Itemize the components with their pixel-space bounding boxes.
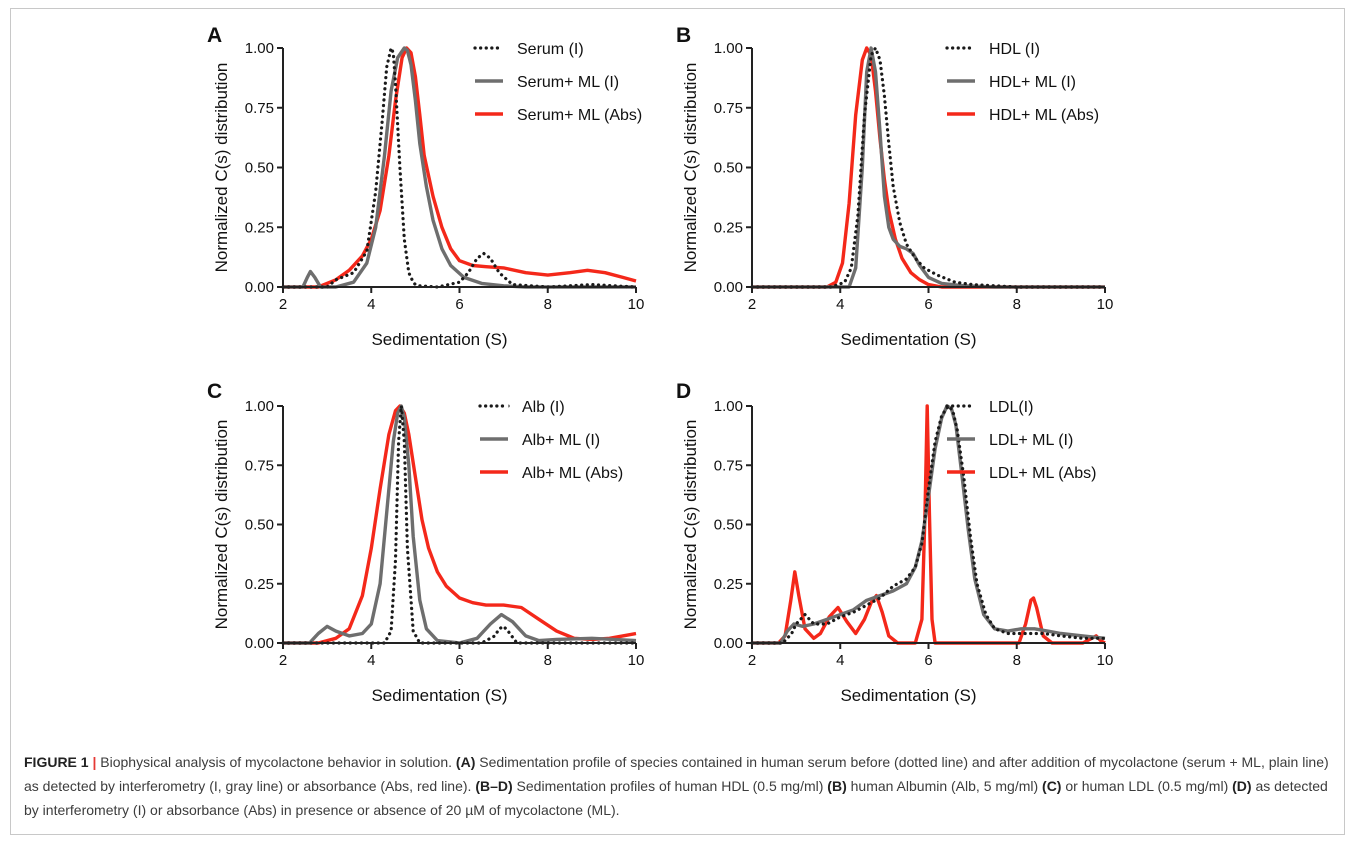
caption-text: Biophysical analysis of mycolactone beha… xyxy=(96,754,456,770)
y-tick-label: 1.00 xyxy=(245,40,274,57)
y-tick-label: 0.50 xyxy=(245,160,274,177)
legend-label: Alb+ ML (I) xyxy=(522,432,600,449)
x-axis-label: Sedimentation (S) xyxy=(840,686,976,705)
y-tick-label: 0.50 xyxy=(714,160,743,177)
figure-frame xyxy=(10,8,1345,835)
caption-text: Sedimentation profile of species contain… xyxy=(24,754,1329,794)
x-tick-label: 4 xyxy=(836,296,844,313)
chart-panel-c: C 2 4 6 8 10 0.00 0.25 0.50 0.75 1.00 Sedimentation… xyxy=(207,380,644,705)
figure-panels: A 2 4 6 8 10 0.00 0.25 0.50 0.75 1.00 Sedimentation… xyxy=(207,24,1113,705)
caption-text: Sedimentation profiles of human HDL (0.5… xyxy=(512,778,828,794)
y-tick-label: 0.75 xyxy=(245,100,274,117)
y-axis-label: Normalized C(s) distribution xyxy=(681,63,700,273)
x-tick-label: 6 xyxy=(455,652,463,669)
chart-panel-a: A 2 4 6 8 10 0.00 0.25 0.50 0.75 1.00 Sedimentation… xyxy=(207,24,644,349)
x-axis-label: Sedimentation (S) xyxy=(840,330,976,349)
y-tick-label: 0.00 xyxy=(714,279,743,296)
x-tick-label: 6 xyxy=(455,296,463,313)
figure-caption: FIGURE 1 | Biophysical analysis of mycol… xyxy=(24,750,1334,822)
legend-label: Alb (I) xyxy=(522,399,565,416)
caption-panel-ref: (A) xyxy=(455,754,476,770)
y-tick-label: 0.25 xyxy=(245,219,274,236)
y-tick-label: 0.00 xyxy=(245,279,274,296)
panel-label: C xyxy=(207,380,222,403)
caption-panel-ref: (B–D) xyxy=(475,778,513,794)
legend-label: LDL+ ML (I) xyxy=(989,432,1073,449)
series-line xyxy=(750,46,1107,289)
x-tick-label: 10 xyxy=(1097,652,1114,669)
legend-label: HDL (I) xyxy=(989,41,1040,58)
series-line xyxy=(283,404,637,645)
x-tick-label: 8 xyxy=(544,652,552,669)
y-tick-label: 0.00 xyxy=(245,635,274,652)
x-tick-label: 4 xyxy=(367,296,375,313)
panel-label: B xyxy=(676,24,691,47)
y-axis-label: Normalized C(s) distribution xyxy=(212,420,231,630)
caption-panel-ref: (B) xyxy=(827,778,847,794)
y-tick-label: 0.25 xyxy=(245,576,274,593)
x-axis-label: Sedimentation (S) xyxy=(371,330,507,349)
x-tick-label: 2 xyxy=(748,296,756,313)
legend-label: Serum (I) xyxy=(517,41,584,58)
y-tick-label: 0.25 xyxy=(714,219,743,236)
y-tick-label: 0.75 xyxy=(714,100,743,117)
legend-label: Serum+ ML (I) xyxy=(517,74,619,91)
y-tick-label: 1.00 xyxy=(714,398,743,415)
series-line xyxy=(283,404,637,645)
x-tick-label: 8 xyxy=(1013,652,1021,669)
y-axis-label: Normalized C(s) distribution xyxy=(681,420,700,630)
x-tick-label: 8 xyxy=(1013,296,1021,313)
series-line xyxy=(281,46,638,289)
caption-separator: | xyxy=(92,754,97,770)
caption-text: as detected by interferometry (I) or abs… xyxy=(24,778,1328,818)
legend-label: LDL(I) xyxy=(989,399,1033,416)
x-tick-label: 2 xyxy=(748,652,756,669)
series-line xyxy=(750,404,1107,645)
x-tick-label: 8 xyxy=(544,296,552,313)
y-tick-label: 0.00 xyxy=(714,635,743,652)
caption-text: or human LDL (0.5 mg/ml) xyxy=(1061,778,1233,794)
x-tick-label: 2 xyxy=(279,296,287,313)
x-tick-label: 10 xyxy=(628,652,645,669)
legend-label: HDL+ ML (I) xyxy=(989,74,1076,91)
y-tick-label: 1.00 xyxy=(245,398,274,415)
x-axis-label: Sedimentation (S) xyxy=(371,686,507,705)
legend-label: Alb+ ML (Abs) xyxy=(522,465,623,482)
panel-label: D xyxy=(676,380,691,403)
y-tick-label: 0.50 xyxy=(714,517,743,534)
x-tick-label: 4 xyxy=(367,652,375,669)
y-tick-label: 0.50 xyxy=(245,517,274,534)
x-tick-label: 2 xyxy=(279,652,287,669)
x-tick-label: 4 xyxy=(836,652,844,669)
y-tick-label: 0.25 xyxy=(714,576,743,593)
caption-panel-ref: (D) xyxy=(1232,778,1252,794)
caption-label: FIGURE 1 xyxy=(24,754,89,770)
series-line xyxy=(283,46,636,289)
series-line xyxy=(752,404,1106,645)
chart-panel-b: B 2 4 6 8 10 0.00 0.25 0.50 0.75 1.00 Sedimentation… xyxy=(676,24,1113,349)
series-line xyxy=(281,404,638,645)
caption-panel-ref: (C) xyxy=(1042,778,1062,794)
legend-label: LDL+ ML (Abs) xyxy=(989,465,1096,482)
x-tick-label: 6 xyxy=(924,652,932,669)
x-tick-label: 10 xyxy=(1097,296,1114,313)
panel-label: A xyxy=(207,24,222,47)
x-tick-label: 10 xyxy=(628,296,645,313)
caption-body: Biophysical analysis of mycolactone beha… xyxy=(24,754,1329,818)
caption-text: human Albumin (Alb, 5 mg/ml) xyxy=(846,778,1043,794)
y-tick-label: 0.75 xyxy=(245,457,274,474)
y-tick-label: 0.75 xyxy=(714,457,743,474)
legend-label: Serum+ ML (Abs) xyxy=(517,107,642,124)
legend-label: HDL+ ML (Abs) xyxy=(989,107,1099,124)
y-tick-label: 1.00 xyxy=(714,40,743,57)
x-tick-label: 6 xyxy=(924,296,932,313)
y-axis-label: Normalized C(s) distribution xyxy=(212,63,231,273)
chart-panel-d: D 2 4 6 8 10 0.00 0.25 0.50 0.75 1.00 Sedimentation… xyxy=(676,380,1113,705)
